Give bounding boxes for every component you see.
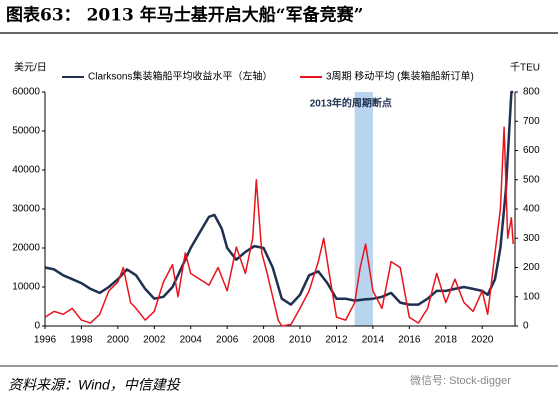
y-tick-label: 50000	[12, 126, 40, 137]
y-tick-label: 30000	[12, 204, 40, 215]
y2-tick-label: 600	[523, 145, 540, 156]
y2-tick-label: 100	[523, 291, 540, 302]
x-tick-label: 1998	[70, 335, 93, 346]
x-tick-label: 2012	[325, 335, 348, 346]
x-tick-label: 2020	[471, 335, 494, 346]
x-tick-label: 2016	[398, 335, 421, 346]
x-tick-label: 1996	[34, 335, 57, 346]
y2-tick-label: 0	[523, 321, 529, 332]
x-tick-label: 2004	[180, 335, 203, 346]
x-tick-label: 2010	[289, 335, 312, 346]
y2-tick-label: 500	[523, 174, 540, 185]
x-tick-label: 2014	[362, 335, 385, 346]
annotation: 2013年的周期断点	[310, 97, 392, 110]
chart-title: 图表63： 2013 年马士基开启大船“军备竞赛”	[6, 5, 363, 26]
y-tick-label: 20000	[12, 243, 40, 254]
series-line	[44, 90, 514, 306]
y-tick-label: 60000	[12, 87, 40, 98]
legend-label: 3周期 移动平均 (集装箱船新订单)	[326, 70, 474, 83]
source: 资料来源：Wind，中信建投	[8, 377, 182, 393]
watermark: 微信号: Stock-digger	[410, 373, 511, 387]
x-tick-label: 2002	[143, 335, 166, 346]
y2-tick-label: 200	[523, 262, 540, 273]
y2-axis-label: 千TEU	[510, 62, 540, 74]
y2-tick-label: 800	[523, 87, 540, 98]
y2-tick-label: 400	[523, 204, 540, 215]
series-line	[44, 126, 514, 327]
x-tick-label: 2008	[252, 335, 275, 346]
y-tick-label: 0	[34, 321, 40, 332]
y2-tick-label: 300	[523, 233, 540, 244]
y-tick-label: 10000	[12, 282, 40, 293]
legend-label: Clarksons集装箱船平均收益水平（左轴）	[88, 70, 272, 83]
x-tick-label: 2018	[435, 335, 458, 346]
y-axis-label: 美元/日	[14, 61, 47, 74]
x-tick-label: 2000	[107, 335, 130, 346]
y2-tick-label: 700	[523, 116, 540, 127]
y-tick-label: 40000	[12, 165, 40, 176]
x-tick-label: 2006	[216, 335, 239, 346]
shade-band	[354, 92, 373, 326]
